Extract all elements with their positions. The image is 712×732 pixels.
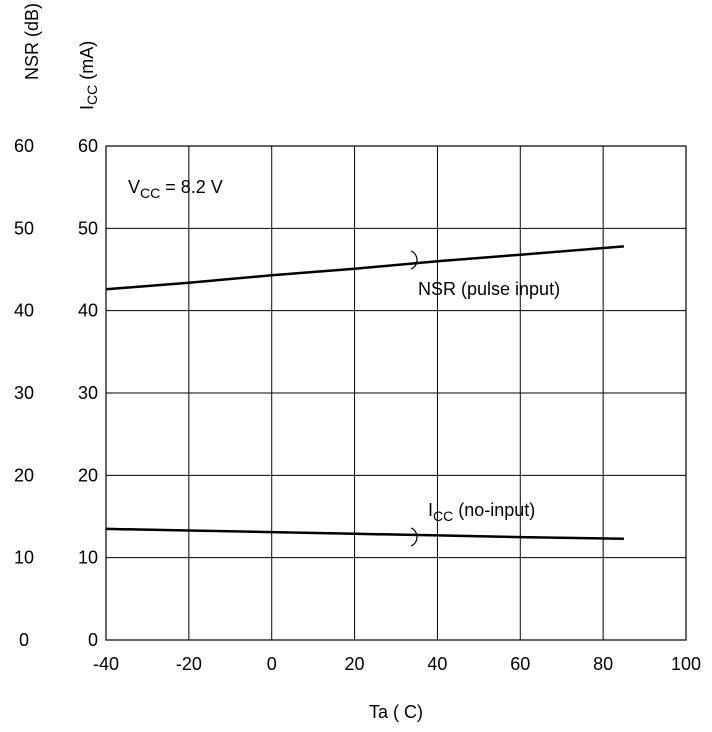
condition-label: VCC = 8.2 V bbox=[128, 177, 223, 201]
x-tick-label: 20 bbox=[345, 654, 365, 674]
y-left-tick-label: 40 bbox=[14, 301, 34, 321]
y-left-tick-label: 20 bbox=[14, 465, 34, 485]
x-tick-label: -40 bbox=[93, 654, 119, 674]
y-left-tick-label: 30 bbox=[14, 383, 34, 403]
y-left-ticks: 0 10 20 30 40 50 60 bbox=[14, 136, 34, 650]
y-left-axis-label: NSR (dB) bbox=[22, 3, 42, 80]
y-right-tick-label: 20 bbox=[78, 465, 98, 485]
series-label-nsr: NSR (pulse input) bbox=[418, 279, 560, 299]
series-line-nsr bbox=[105, 245, 624, 291]
y-left-tick-label: 60 bbox=[14, 136, 34, 156]
callout-mark-icc bbox=[410, 527, 418, 547]
y-left-tick-label: 10 bbox=[14, 548, 34, 568]
grid bbox=[106, 146, 686, 640]
x-tick-label: 60 bbox=[510, 654, 530, 674]
x-tick-label: 40 bbox=[427, 654, 447, 674]
series-line-icc bbox=[105, 527, 624, 540]
y-left-tick-label: 50 bbox=[14, 218, 34, 238]
x-ticks: -40 -20 0 20 40 60 80 100 bbox=[93, 654, 701, 674]
plot-frame bbox=[105, 145, 687, 641]
x-tick-label: 100 bbox=[671, 654, 701, 674]
y-right-tick-label: 10 bbox=[78, 548, 98, 568]
y-left-tick-label: 0 bbox=[19, 630, 29, 650]
y-right-tick-label: 50 bbox=[78, 218, 98, 238]
y-right-axis-label: ICC (mA) bbox=[77, 41, 100, 110]
y-right-tick-label: 40 bbox=[78, 301, 98, 321]
series-label-icc: ICC (no-input) bbox=[428, 500, 535, 524]
callout-mark-nsr bbox=[410, 250, 418, 270]
y-right-tick-label: 30 bbox=[78, 383, 98, 403]
x-tick-label: -20 bbox=[176, 654, 202, 674]
x-axis-label: Ta ( C) bbox=[369, 702, 423, 722]
y-right-tick-label: 60 bbox=[78, 136, 98, 156]
y-right-tick-label: 0 bbox=[88, 630, 98, 650]
x-tick-label: 0 bbox=[267, 654, 277, 674]
series-layer bbox=[105, 245, 624, 540]
y-right-ticks: 0 10 20 30 40 50 60 bbox=[78, 136, 98, 650]
x-tick-label: 80 bbox=[593, 654, 613, 674]
